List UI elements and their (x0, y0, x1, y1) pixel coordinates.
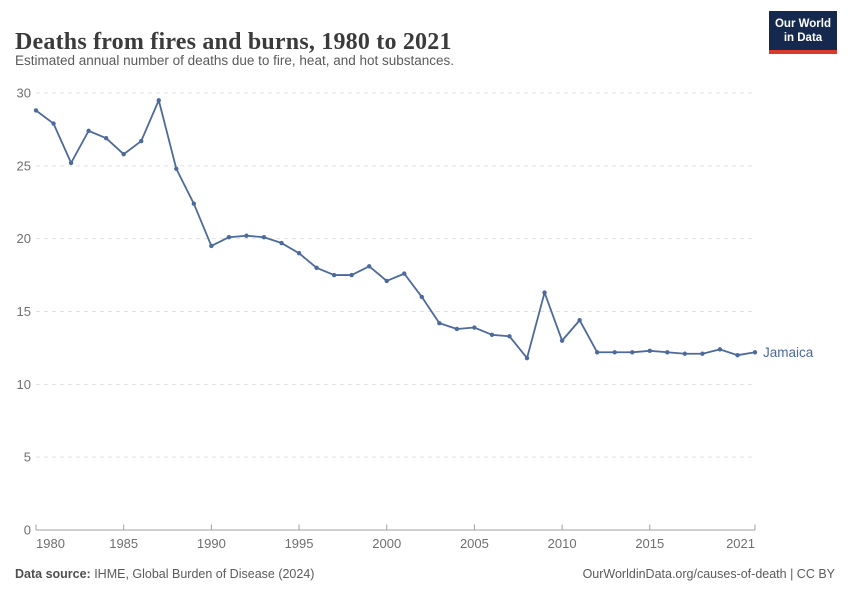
data-point[interactable] (331, 272, 337, 278)
owid-logo-line1: Our World (774, 18, 831, 30)
data-point[interactable] (542, 290, 547, 295)
data-point[interactable] (296, 251, 302, 256)
data-point[interactable] (366, 264, 372, 269)
data-point[interactable] (226, 235, 232, 240)
series-line[interactable] (35, 99, 756, 360)
data-point[interactable] (121, 151, 126, 157)
data-point[interactable] (559, 338, 565, 343)
x-tick-label: 1990 (197, 536, 226, 551)
data-point[interactable] (454, 326, 460, 332)
x-tick-label: 2010 (548, 536, 577, 551)
data-point[interactable] (209, 243, 214, 249)
owid-logo[interactable]: Our World in Data (769, 11, 837, 54)
data-point[interactable] (665, 350, 670, 355)
data-point[interactable] (577, 318, 582, 323)
data-point[interactable] (402, 271, 407, 276)
data-point[interactable] (507, 334, 512, 339)
data-point[interactable] (489, 332, 495, 338)
data-source-text: IHME, Global Burden of Disease (2024) (90, 567, 315, 581)
series-label[interactable]: Jamaica (763, 345, 814, 360)
x-tick-label: 1995 (285, 536, 314, 551)
y-tick-label: 10 (17, 377, 31, 392)
data-point[interactable] (682, 351, 688, 356)
data-point[interactable] (752, 350, 758, 355)
x-tick-label: 1985 (109, 536, 138, 551)
y-tick-label: 25 (17, 158, 31, 173)
data-source-label: Data source: (15, 567, 91, 581)
data-point[interactable] (244, 233, 249, 238)
chart-subtitle: Estimated annual number of deaths due to… (15, 53, 455, 68)
data-point[interactable] (68, 160, 74, 166)
data-point[interactable] (717, 347, 723, 352)
data-point[interactable] (735, 353, 740, 358)
chart-footer: Data source: IHME, Global Burden of Dise… (15, 567, 835, 581)
data-point[interactable] (174, 166, 179, 171)
data-point[interactable] (384, 278, 389, 284)
data-point[interactable] (103, 135, 109, 141)
data-point[interactable] (191, 201, 197, 206)
x-tick-label: 2015 (635, 536, 664, 551)
data-point[interactable] (647, 348, 652, 354)
y-tick-label: 30 (17, 86, 31, 101)
data-point[interactable] (437, 320, 442, 326)
data-point[interactable] (349, 272, 354, 278)
y-tick-label: 20 (17, 231, 31, 246)
data-point[interactable] (314, 265, 319, 270)
y-tick-label: 0 (24, 523, 31, 538)
data-point[interactable] (139, 138, 144, 144)
y-tick-label: 5 (24, 450, 31, 465)
page-title: Deaths from fires and burns, 1980 to 202… (15, 29, 452, 56)
data-point[interactable] (86, 128, 91, 134)
data-point[interactable] (279, 240, 284, 246)
x-tick-label: 2005 (460, 536, 489, 551)
data-source: Data source: IHME, Global Burden of Dise… (15, 567, 314, 581)
data-point[interactable] (51, 121, 56, 126)
owid-logo-line2: in Data (783, 32, 823, 44)
data-point[interactable] (524, 355, 530, 361)
x-tick-label: 2021 (726, 536, 755, 551)
data-point[interactable] (612, 350, 617, 355)
data-point[interactable] (261, 235, 267, 240)
data-point[interactable] (630, 350, 635, 355)
data-point[interactable] (472, 325, 477, 330)
x-tick-label: 1980 (36, 536, 65, 551)
y-tick-label: 15 (17, 304, 31, 319)
x-tick-label: 2000 (372, 536, 401, 551)
data-point[interactable] (156, 98, 161, 103)
credit-link[interactable]: OurWorldinData.org/causes-of-death | CC … (582, 567, 835, 581)
data-point[interactable] (33, 108, 39, 113)
data-point[interactable] (419, 294, 425, 300)
data-point[interactable] (700, 351, 705, 356)
data-point[interactable] (594, 350, 600, 355)
